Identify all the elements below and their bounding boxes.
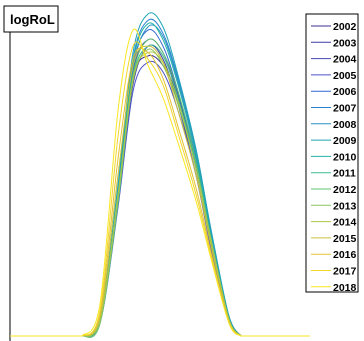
legend-label-2016: 2016: [333, 249, 357, 261]
legend-label-2015: 2015: [333, 233, 357, 245]
series-line-2015: [10, 45, 310, 337]
series-line-2018: [10, 28, 310, 337]
series-line-2016: [10, 47, 310, 337]
legend-label-2003: 2003: [333, 37, 357, 49]
legend-label-2005: 2005: [333, 70, 357, 82]
legend-label-2007: 2007: [333, 103, 357, 115]
series-layer: [10, 12, 310, 338]
legend-label-2006: 2006: [333, 86, 357, 98]
legend-label-2009: 2009: [333, 135, 357, 147]
chart-title: logRoL: [10, 12, 55, 27]
legend-label-2012: 2012: [333, 184, 357, 196]
legend-frame: [305, 13, 359, 293]
legend-label-2010: 2010: [333, 151, 357, 163]
series-line-2017: [10, 41, 310, 337]
series-line-2013: [10, 48, 310, 338]
legend-items: 2002 2003 2004 2005 2006 2007 2008 2009 2010 2011…: [311, 21, 357, 294]
title-box: logRoL: [3, 5, 59, 33]
legend-label-2014: 2014: [333, 217, 357, 229]
legend-label-2002: 2002: [333, 21, 357, 33]
series-line-2009: [10, 12, 310, 337]
legend-label-2011: 2011: [333, 168, 356, 180]
legend: 2002 2003 2004 2005 2006 2007 2008 2009 2010 2011…: [305, 13, 359, 294]
legend-label-2008: 2008: [333, 119, 357, 131]
legend-label-2004: 2004: [333, 54, 357, 66]
legend-label-2017: 2017: [333, 266, 357, 278]
title-box-frame: [3, 5, 59, 33]
legend-label-2018: 2018: [333, 282, 357, 294]
legend-label-2013: 2013: [333, 200, 357, 212]
